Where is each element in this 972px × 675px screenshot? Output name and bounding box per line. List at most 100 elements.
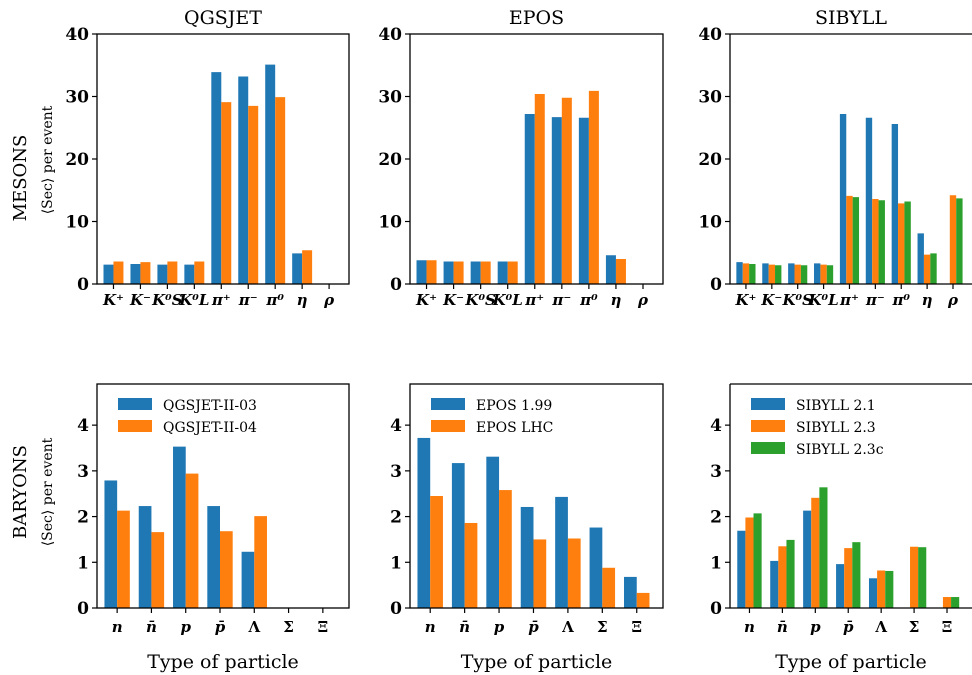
category-label-5-0: n [744, 618, 755, 636]
ytick-label-4-0: 0 [390, 599, 402, 619]
bar-1-1-2 [480, 261, 491, 284]
category-label-1-0: K⁺ [415, 291, 437, 309]
category-label-4-6: Ξ [631, 618, 642, 636]
bar-4-1-5 [602, 567, 616, 608]
bar-0-1-7 [302, 250, 313, 284]
category-label-1-7: η [610, 291, 621, 309]
legend-label-3-0: QGSJET-II-03 [163, 398, 257, 414]
bar-0-1-4 [221, 102, 232, 285]
bar-2-0-3 [814, 263, 821, 285]
category-label-2-4: π⁺ [839, 291, 859, 309]
category-label-0-3: K⁰L [178, 291, 209, 309]
bar-2-1-6 [898, 203, 905, 285]
bar-4-1-2 [499, 490, 512, 608]
bar-5-2-3 [852, 542, 861, 608]
category-label-3-2: p [180, 618, 191, 636]
bar-2-2-0 [749, 264, 756, 284]
ytick-label-2-3: 30 [698, 88, 722, 108]
category-label-2-5: π⁻ [865, 291, 885, 309]
bar-4-1-1 [464, 522, 478, 608]
category-label-3-1: n̄ [146, 618, 157, 636]
legend-swatch-4-0 [431, 398, 465, 410]
category-label-5-3: p̄ [843, 618, 854, 636]
bar-3-0-1 [138, 506, 152, 608]
bar-5-0-4 [868, 578, 878, 608]
panel-5: 0 1 2 3 4 n n̄ p p̄ Λ Σ Ξ Type of particle SIBYLL 2.1… [710, 383, 972, 673]
category-label-0-5: π⁻ [238, 291, 258, 309]
bar-0-0-4 [211, 72, 222, 284]
bar-3-1-3 [220, 531, 233, 608]
category-label-0-6: π⁰ [265, 291, 284, 309]
ytick-label-5-3: 3 [710, 462, 722, 482]
ytick-label-1-4: 40 [378, 25, 402, 45]
bar-5-1-2 [811, 497, 820, 608]
legend-swatch-5-0 [751, 398, 785, 410]
bar-0-1-0 [113, 261, 124, 284]
x-axis-label-5: Type of particle [775, 651, 927, 673]
bar-2-2-2 [800, 265, 808, 284]
category-label-2-0: K⁺ [734, 291, 756, 309]
bar-1-1-7 [615, 259, 626, 284]
category-label-1-3: K⁰L [492, 291, 523, 309]
bar-3-1-4 [254, 516, 267, 608]
category-label-3-5: Σ [283, 618, 294, 636]
ytick-label-1-0: 0 [390, 275, 402, 295]
bar-2-2-7 [930, 253, 937, 285]
ytick-label-4-4: 4 [390, 416, 402, 436]
category-label-4-5: Σ [597, 618, 608, 636]
axes-frame-3 [96, 383, 350, 609]
bar-3-1-0 [117, 510, 130, 608]
row-sublabel-baryons: ⟨Sec⟩ per event [40, 437, 56, 546]
bar-0-0-6 [265, 64, 276, 285]
ytick-label-2-0: 0 [710, 275, 722, 295]
panel-3: 0 1 2 3 4 n n̄ p p̄ Λ Σ Ξ Type of particle QGSJET-II-… [77, 383, 350, 673]
bar-2-1-3 [820, 264, 827, 285]
ytick-label-0-1: 10 [65, 213, 89, 233]
bar-5-1-4 [877, 570, 886, 608]
ytick-label-3-3: 3 [77, 462, 89, 482]
category-label-3-0: n [112, 618, 123, 636]
bar-1-0-5 [551, 117, 562, 285]
bar-4-0-4 [555, 496, 568, 608]
bar-2-0-5 [865, 117, 873, 284]
legend-swatch-3-0 [118, 398, 152, 410]
bar-4-1-0 [430, 496, 443, 608]
bar-1-1-5 [561, 97, 572, 284]
bar-1-1-1 [453, 261, 464, 284]
bar-4-0-6 [624, 576, 637, 608]
bar-1-0-7 [605, 255, 616, 284]
bar-2-1-4 [846, 195, 853, 285]
bar-2-2-4 [852, 197, 860, 285]
category-label-0-7: η [297, 291, 308, 309]
category-label-3-3: p̄ [215, 618, 226, 636]
category-label-2-7: η [922, 291, 933, 309]
bar-2-1-8 [949, 195, 957, 284]
bar-2-1-2 [794, 264, 801, 285]
bar-1-1-0 [426, 260, 437, 284]
ytick-label-4-1: 1 [390, 553, 402, 573]
bar-5-2-5 [918, 547, 927, 608]
bar-5-1-0 [745, 517, 754, 608]
bar-5-0-1 [770, 560, 779, 608]
category-label-5-6: Ξ [942, 618, 953, 636]
category-label-2-6: π⁰ [891, 291, 910, 309]
bar-0-1-2 [167, 261, 178, 284]
category-label-1-2: K⁰S [464, 291, 496, 309]
bar-3-0-4 [241, 551, 255, 608]
bar-4-0-2 [486, 456, 500, 608]
ytick-label-2-2: 20 [698, 150, 722, 170]
ytick-label-2-4: 40 [698, 25, 722, 45]
bar-4-1-6 [636, 592, 650, 608]
category-label-0-4: π⁺ [211, 291, 231, 309]
legend-label-4-1: EPOS LHC [476, 420, 553, 436]
legend-label-5-0: SIBYLL 2.1 [796, 398, 876, 414]
category-label-1-8: ρ [637, 291, 649, 309]
legend-swatch-4-1 [431, 420, 465, 432]
bar-2-1-1 [768, 264, 776, 285]
bar-0-0-3 [184, 264, 195, 285]
bar-4-0-3 [520, 506, 534, 608]
bar-1-1-4 [534, 94, 545, 284]
category-label-4-0: n [425, 618, 436, 636]
category-label-4-4: Λ [561, 618, 574, 636]
